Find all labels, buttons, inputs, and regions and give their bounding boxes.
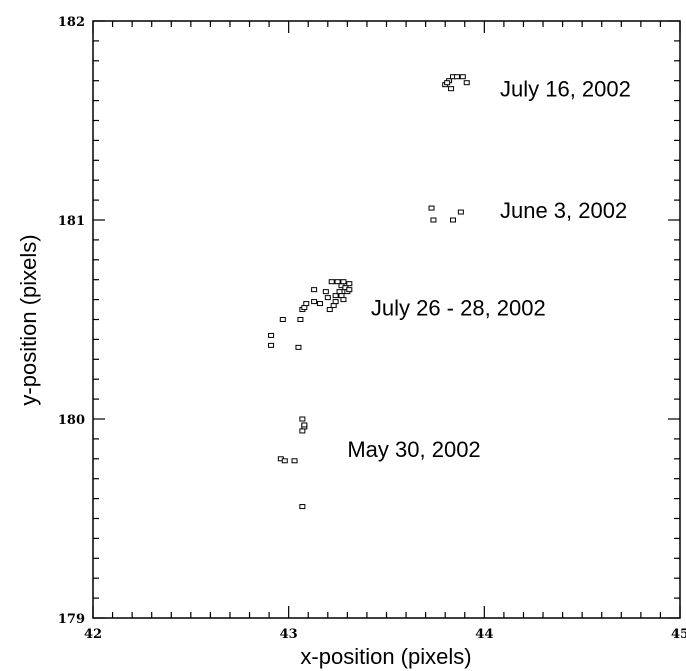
data-point: [332, 293, 339, 299]
data-point: [297, 317, 304, 322]
x-axis-title: x-position (pixels): [300, 644, 471, 669]
data-point: [463, 80, 470, 86]
data-point: [295, 344, 302, 350]
y-tick-label: 182: [58, 15, 85, 30]
data-point: [311, 299, 318, 305]
cluster-annotation: May 30, 2002: [347, 437, 480, 462]
data-point: [457, 209, 464, 215]
data-point: [281, 458, 288, 464]
data-point: [299, 428, 306, 434]
y-axis-title: y-position (pixels): [16, 234, 41, 405]
data-point: [453, 74, 460, 80]
y-tick-label: 181: [58, 214, 85, 229]
data-point: [311, 287, 318, 293]
data-point: [336, 289, 343, 295]
y-tick-label: 180: [58, 413, 85, 428]
data-point: [334, 279, 341, 285]
data-point: [332, 299, 339, 305]
plot-frame: [92, 20, 681, 619]
data-point: [328, 279, 335, 285]
data-point: [322, 289, 329, 295]
data-point: [340, 279, 347, 285]
data-point: [316, 301, 323, 307]
cluster-annotation: July 16, 2002: [500, 77, 631, 102]
data-point: [450, 217, 457, 223]
data-point: [303, 301, 310, 307]
data-point: [324, 295, 331, 301]
cluster-annotation: July 26 - 28, 2002: [371, 296, 546, 321]
cluster-annotation: June 3, 2002: [500, 198, 627, 223]
data-point: [346, 281, 353, 287]
data-point: [301, 305, 308, 311]
data-point: [268, 342, 275, 348]
data-points: [268, 74, 470, 510]
data-point: [338, 293, 345, 299]
tick-labels: 42 43 44 45 179 180 181 182: [58, 15, 686, 642]
data-point: [299, 416, 306, 422]
data-point: [430, 217, 437, 223]
data-point: [459, 74, 466, 80]
data-point: [346, 287, 353, 293]
data-point: [330, 303, 337, 309]
data-point: [291, 458, 298, 464]
data-point: [428, 205, 435, 211]
x-tick-label: 45: [671, 627, 686, 642]
data-point: [301, 422, 308, 428]
x-tick-label: 42: [84, 627, 102, 642]
x-tick-label: 43: [280, 627, 298, 642]
data-point: [326, 307, 333, 313]
data-point: [448, 86, 455, 92]
data-point: [268, 332, 275, 338]
annotations: July 16, 2002 June 3, 2002 July 26 - 28, 2…: [347, 77, 630, 462]
data-point: [340, 297, 347, 303]
y-tick-label: 179: [58, 612, 85, 627]
data-point: [279, 317, 286, 322]
data-point: [444, 80, 451, 86]
data-point: [299, 504, 306, 510]
x-tick-label: 44: [475, 627, 493, 642]
